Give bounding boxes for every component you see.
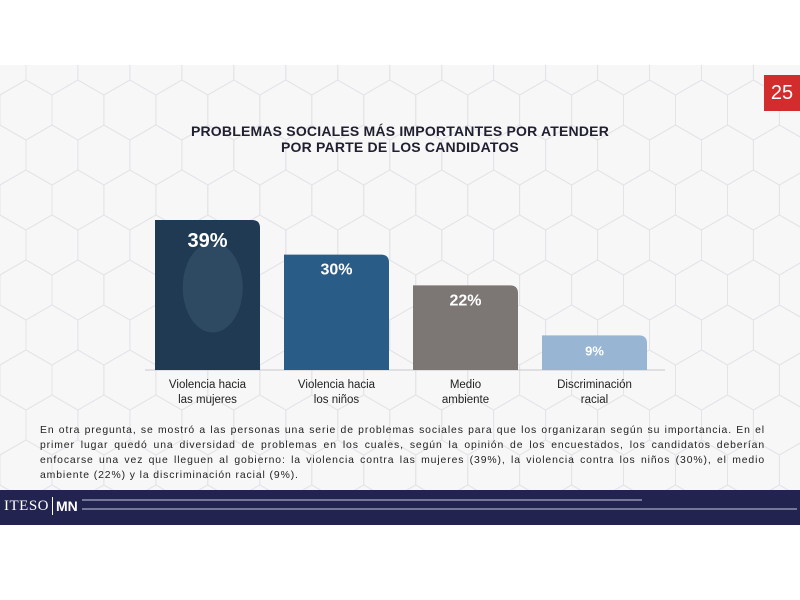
logo-divider [52,497,53,515]
page-number-badge: 25 [764,75,800,111]
data-label-3: 22% [449,292,481,309]
chart-title-line-2: POR PARTE DE LOS CANDIDATOS [281,139,519,155]
bar-chart: 39% Violencia hacia las mujeres 30% Violenci… [145,220,665,406]
bar-1-photo-shade [182,242,243,333]
data-label-1: 39% [187,230,227,252]
data-label-2: 30% [320,262,352,279]
category-label-1-line-2: las mujeres [178,394,237,406]
logo-iteso: ITESO [4,497,49,514]
category-label-3-line-2: ambiente [442,394,489,406]
category-label-4-line-1: Discriminación [557,379,632,391]
chart-title-line-1: PROBLEMAS SOCIALES MÁS IMPORTANTES POR A… [190,123,610,139]
slide: 25 PROBLEMAS SOCIALES MÁS IMPORTANTES PO… [0,65,800,525]
iteso-mn-logo: ITESO MN [4,495,78,517]
category-label-2-line-1: Violencia hacia [298,379,376,391]
bar-4 [542,335,647,370]
footer-bar: ITESO MN [0,490,800,525]
bar-2 [284,254,389,370]
bar-3 [413,285,518,370]
category-label-1-line-1: Violencia hacia [169,379,247,391]
chart-title: PROBLEMAS SOCIALES MÁS IMPORTANTES POR A… [140,123,660,155]
methodology-fine-print-line-2 [82,508,797,510]
category-label-2-line-2: los niños [314,394,360,406]
methodology-fine-print-line-1 [82,499,642,501]
category-label-4-line-2: racial [581,394,608,406]
logo-mn: MN [56,498,78,514]
category-label-3-line-1: Medio [450,379,481,391]
data-label-4: 9% [585,343,604,358]
body-paragraph: En otra pregunta, se mostró a las person… [40,425,765,481]
